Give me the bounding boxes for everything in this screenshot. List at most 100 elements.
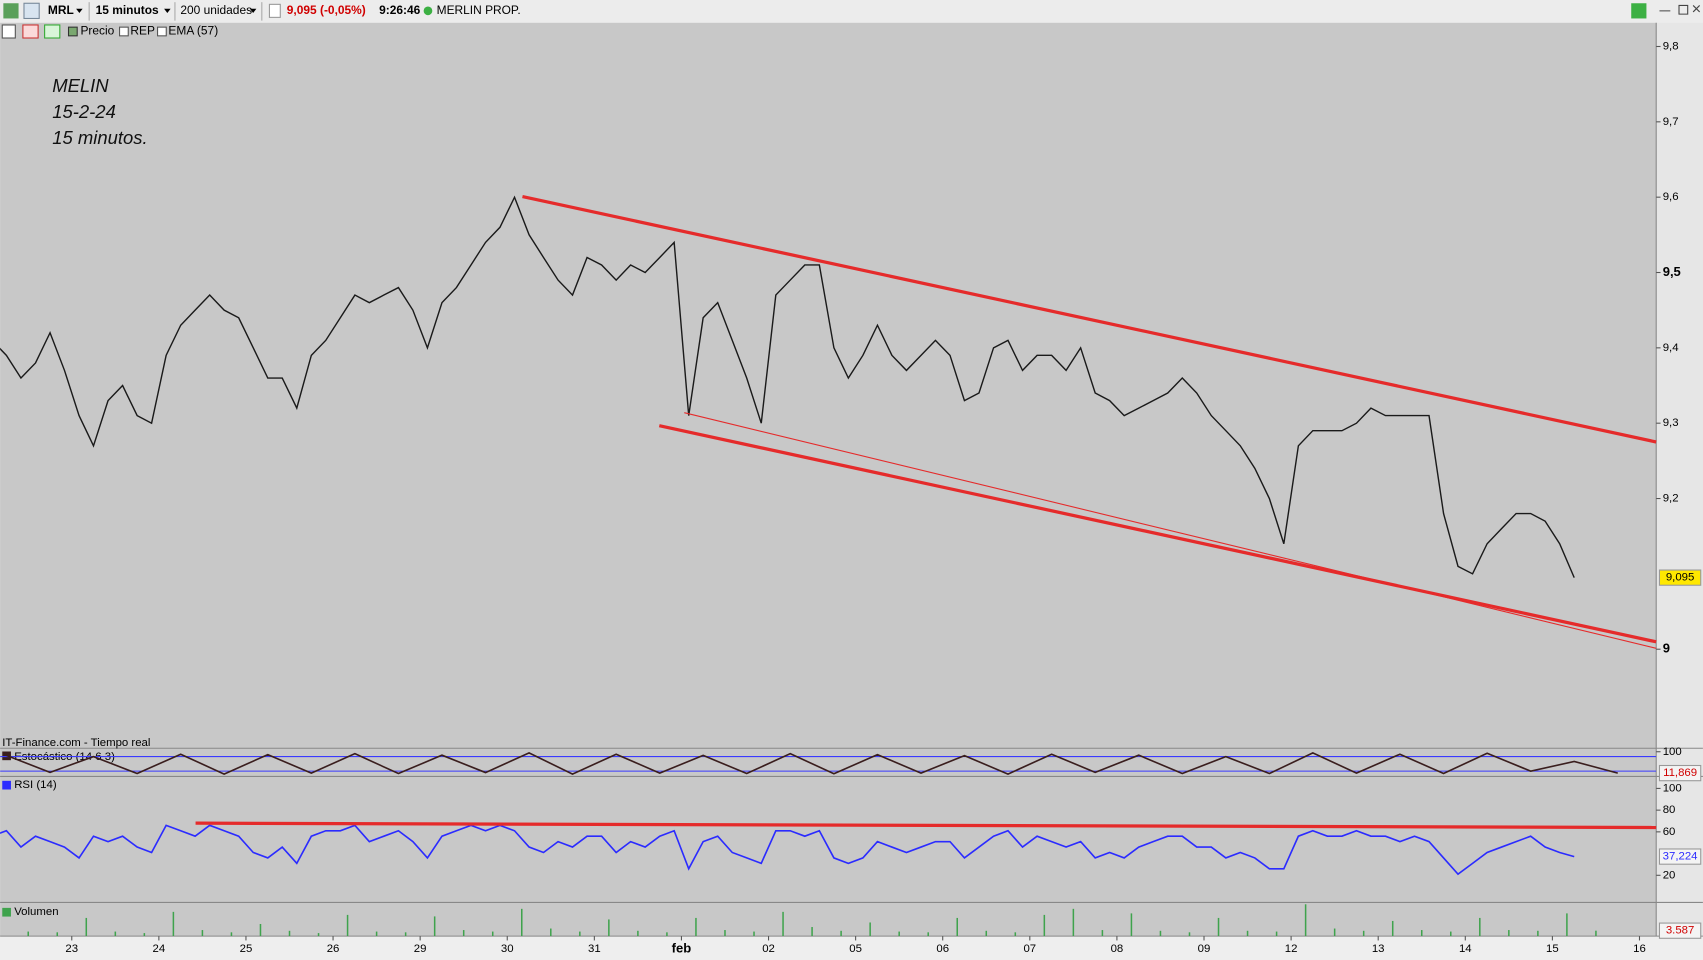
info-icon[interactable] (268, 3, 281, 18)
quote: 9,095 (-0,05%) (287, 3, 366, 17)
last-value-label: 11,869 (1663, 767, 1697, 779)
y-tick-label: 9,2 (1663, 493, 1679, 505)
rep-toggle[interactable]: REP (130, 24, 155, 38)
volume-bar (1304, 904, 1307, 937)
volume-bar (898, 931, 900, 937)
company-name: MERLIN PROP. (437, 3, 521, 17)
x-tick-label: 24 (153, 943, 166, 955)
x-tick-label: 13 (1372, 943, 1385, 955)
volume-bar (404, 932, 407, 937)
legend-swatch (2, 907, 11, 917)
last-value-box (1658, 848, 1702, 865)
y-tick-label: 9,7 (1663, 116, 1679, 128)
last-value-box (1658, 764, 1702, 782)
volume-bar (753, 931, 755, 937)
interval[interactable]: 15 minutos (96, 3, 159, 17)
volume-bar (1566, 913, 1568, 937)
add-button[interactable] (1, 24, 16, 39)
x-tick-label: 08 (1111, 943, 1124, 955)
price-toggle[interactable]: Precio (80, 24, 114, 38)
volume-bar (724, 930, 726, 937)
volume-bar (985, 930, 988, 937)
x-tick-label: 09 (1198, 943, 1211, 955)
y-tick-label: 100 (1663, 746, 1682, 758)
volume-bar (637, 930, 639, 937)
volume-bar (1362, 930, 1365, 937)
volume-bar (1333, 928, 1336, 937)
export-button[interactable] (44, 24, 61, 39)
y-tick-label: 9 (1663, 641, 1670, 656)
x-tick-label: 31 (588, 943, 601, 955)
remove-button[interactable] (22, 24, 39, 39)
volume-bar (1159, 930, 1162, 937)
y-tick-label: 9,3 (1663, 417, 1679, 429)
volume-bar (375, 931, 378, 937)
volume-bar (114, 931, 117, 937)
volume-bar (346, 914, 349, 937)
units[interactable]: 200 unidades (180, 3, 252, 17)
rep-check[interactable] (119, 26, 129, 37)
volume-bar (1391, 920, 1394, 937)
x-tick-label: 29 (414, 943, 427, 955)
series-line (0, 824, 1575, 876)
ema-toggle[interactable]: EMA (57) (168, 24, 218, 38)
volume-bar (1217, 917, 1220, 937)
x-tick-label: 16 (1633, 943, 1646, 955)
last-value-label: 3.587 (1666, 925, 1695, 937)
x-tick-label: 26 (327, 943, 340, 955)
volume-bar (811, 927, 813, 937)
x-tick-label: 23 (65, 943, 78, 955)
rsi-title: RSI (14) (14, 779, 57, 791)
volume-bar (1537, 930, 1539, 937)
last-value-label: 37,224 (1663, 851, 1698, 863)
volume-bar (259, 923, 262, 937)
volume-bar (1014, 932, 1017, 937)
volume-bar (1595, 930, 1597, 937)
refresh-icon[interactable] (1631, 3, 1647, 19)
volume-bar (927, 932, 929, 937)
volume-bar (462, 930, 465, 937)
last-value-box (1658, 569, 1702, 586)
volume-bar (201, 930, 204, 937)
volume-bar (491, 931, 494, 937)
y-tick-label: 60 (1663, 826, 1676, 838)
volume-bar (143, 933, 146, 937)
volume-bar (56, 932, 59, 937)
y-tick-label: 9,8 (1663, 41, 1679, 53)
app-icon[interactable] (3, 3, 19, 19)
time: 9:26:46 (379, 3, 421, 17)
dropdown-arrow (164, 8, 171, 14)
time-axis (0, 936, 1703, 960)
x-tick-label: 05 (849, 943, 862, 955)
annotation: MELIN (52, 75, 109, 96)
volume-bar (1130, 913, 1133, 937)
legend-swatch (2, 780, 11, 790)
volume-bar (782, 911, 784, 937)
toolbar (0, 0, 1703, 23)
x-tick-label: 30 (501, 943, 514, 955)
volume-bar (172, 911, 175, 937)
volume-bar (666, 932, 668, 937)
window-controls[interactable] (1659, 4, 1701, 15)
y-tick-label: 9,6 (1663, 191, 1679, 203)
series-line (6, 752, 1618, 775)
volume-bar (550, 928, 552, 937)
volume-bar (230, 932, 233, 937)
ema-check[interactable] (157, 26, 167, 37)
volume-bar (1072, 908, 1075, 937)
source: IT-Finance.com - Tiempo real (2, 737, 150, 749)
x-tick-label: 06 (936, 943, 949, 955)
volume-bar (1275, 931, 1278, 937)
price-axis (1656, 22, 1703, 937)
volume-title: Volumen (14, 906, 58, 918)
price-check[interactable] (67, 26, 78, 37)
x-tick-label: 07 (1023, 943, 1036, 955)
annotation: 15 minutos. (52, 127, 147, 148)
link-icon[interactable] (23, 2, 40, 20)
volume-bar (695, 917, 697, 937)
y-tick-label: 20 (1663, 869, 1676, 881)
volume-bar (433, 916, 436, 937)
y-tick-label: 80 (1663, 804, 1676, 816)
symbol[interactable]: MRL (48, 3, 74, 17)
